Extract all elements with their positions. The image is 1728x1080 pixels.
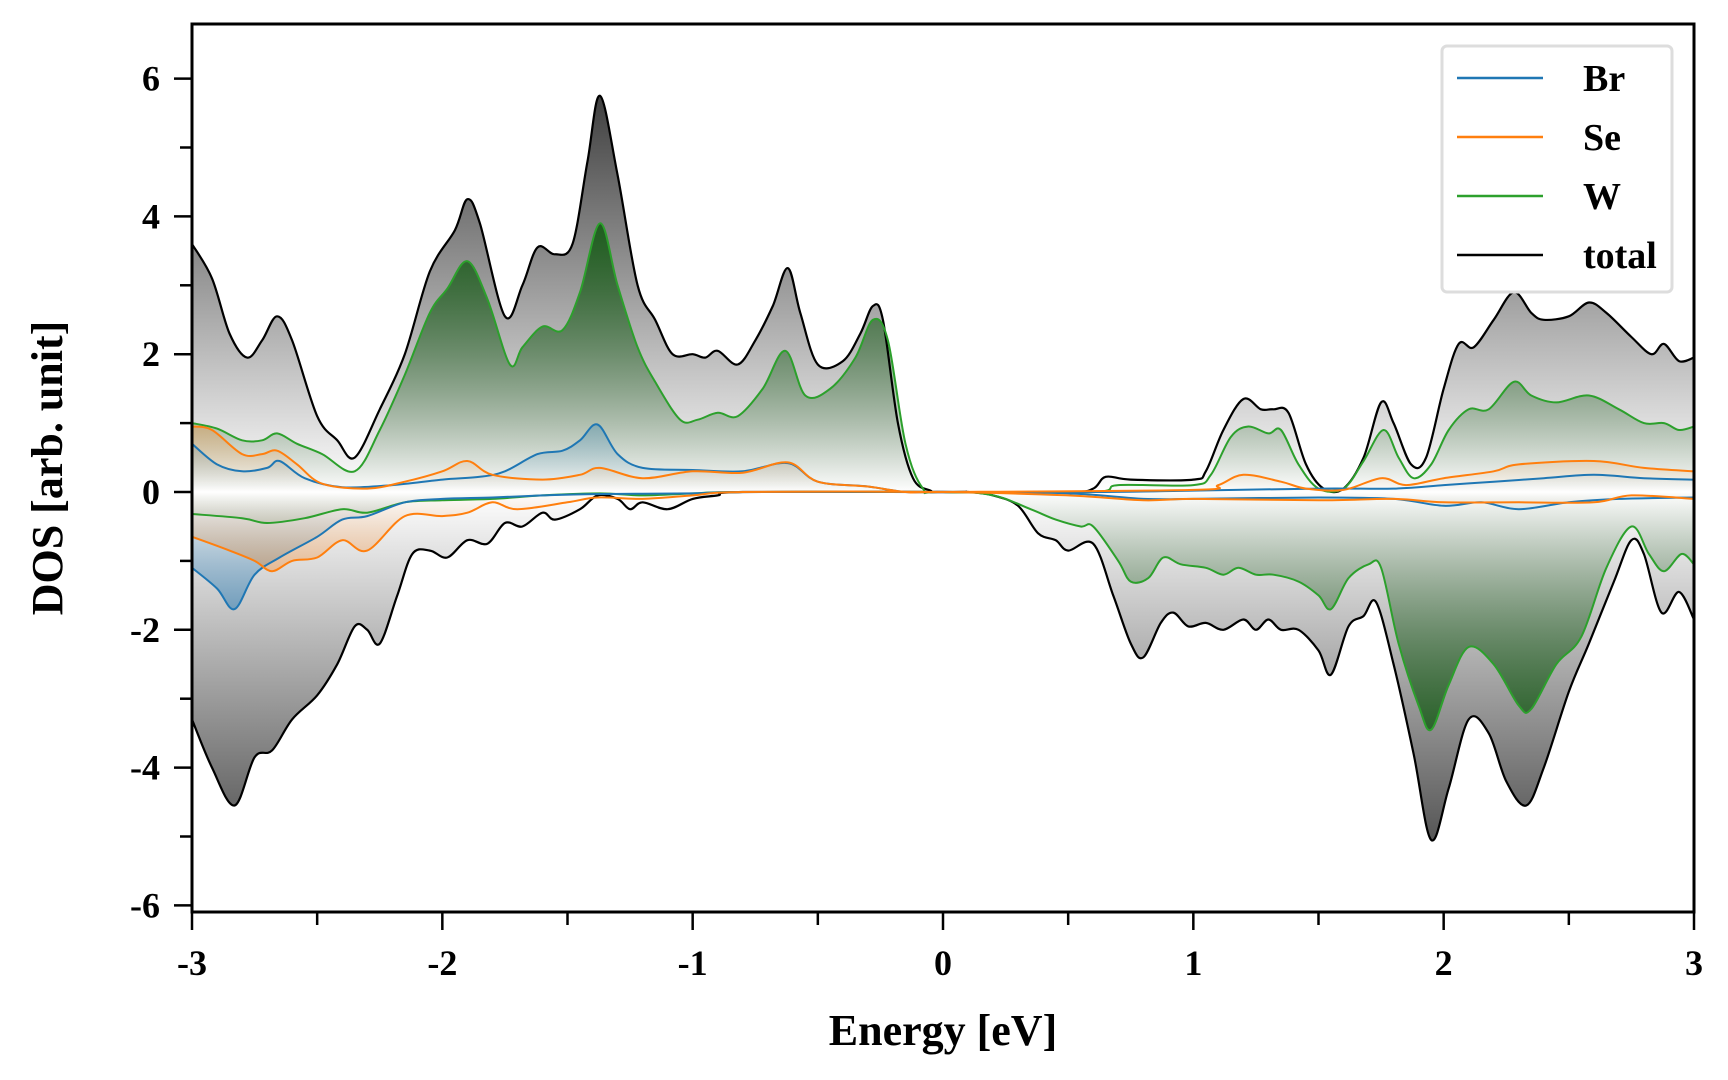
y-axis-label: DOS [arb. unit] [23,321,72,616]
x-tick-label: 0 [934,943,952,983]
se-up-line [192,425,1694,494]
x-tick-label: 1 [1184,943,1202,983]
legend-label-br: Br [1583,58,1625,100]
w-down-fill [192,491,1694,731]
x-tick-label: -3 [177,943,207,983]
se-down-fill [192,491,1694,572]
legend-box [1440,44,1674,294]
line-layer [192,94,1694,842]
fill-layer [192,95,1694,841]
x-tick-label: 2 [1435,943,1453,983]
y-tick-label: 0 [142,472,160,512]
x-tick-label: -2 [427,943,457,983]
total-up-line [192,94,1694,494]
se-up-fill [192,426,1694,493]
w-up-line [192,222,1694,495]
x-axis: -3 -2 -1 0 1 2 3 [177,912,1703,983]
legend-label-w: W [1583,176,1621,218]
y-tick-label: 2 [142,334,160,374]
se-down-line [192,490,1694,573]
x-tick-label: 3 [1685,943,1703,983]
y-tick-label: -6 [130,885,160,925]
total-down-line [192,490,1694,842]
y-axis: -6 -4 -2 0 2 4 6 [130,59,192,925]
legend-label-total: total [1583,235,1657,277]
legend-label-se: Se [1583,117,1621,159]
br-up-fill [192,424,1694,493]
y-tick-label: 4 [142,196,160,236]
y-tick-label: -2 [130,610,160,650]
y-tick-label: 6 [142,59,160,99]
y-tick-label: -4 [130,748,160,788]
w-up-fill [192,223,1694,494]
x-axis-label: Energy [eV] [829,1006,1058,1055]
x-tick-label: -1 [678,943,708,983]
